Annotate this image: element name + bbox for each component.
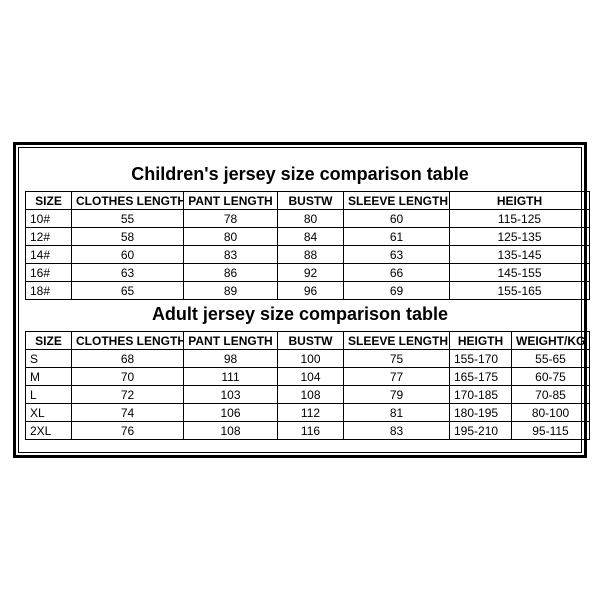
cell: 155-165 [450, 282, 590, 300]
cell: 92 [278, 264, 344, 282]
cell: 14# [26, 246, 72, 264]
cell: S [26, 350, 72, 368]
children-header-row: SIZE CLOTHES LENGTH PANT LENGTH BUSTW SL… [26, 192, 590, 210]
cell: 115-125 [450, 210, 590, 228]
cell: 16# [26, 264, 72, 282]
children-col-pant: PANT LENGTH [184, 192, 278, 210]
cell: 86 [184, 264, 278, 282]
cell: 165-175 [450, 368, 512, 386]
cell: XL [26, 404, 72, 422]
cell: 60 [344, 210, 450, 228]
cell: 111 [184, 368, 278, 386]
cell: 75 [344, 350, 450, 368]
cell: 66 [344, 264, 450, 282]
cell: 65 [72, 282, 184, 300]
cell: 88 [278, 246, 344, 264]
table-row: L 72 103 108 79 170-185 70-85 [26, 386, 590, 404]
cell: 112 [278, 404, 344, 422]
cell: 108 [184, 422, 278, 440]
cell: 180-195 [450, 404, 512, 422]
table-row: 12# 58 80 84 61 125-135 [26, 228, 590, 246]
cell: 125-135 [450, 228, 590, 246]
cell: 96 [278, 282, 344, 300]
children-col-size: SIZE [26, 192, 72, 210]
cell: 80-100 [512, 404, 590, 422]
cell: 70-85 [512, 386, 590, 404]
cell: 135-145 [450, 246, 590, 264]
cell: 10# [26, 210, 72, 228]
cell: 61 [344, 228, 450, 246]
cell: 63 [344, 246, 450, 264]
cell: 55-65 [512, 350, 590, 368]
cell: 76 [72, 422, 184, 440]
adult-header-row: SIZE CLOTHES LENGTH PANT LENGTH BUSTW SL… [26, 332, 590, 350]
adult-col-pant: PANT LENGTH [184, 332, 278, 350]
cell: 58 [72, 228, 184, 246]
table-row: 14# 60 83 88 63 135-145 [26, 246, 590, 264]
inner-frame: Children's jersey size comparison table … [18, 147, 582, 453]
children-table-title: Children's jersey size comparison table [25, 160, 575, 191]
cell: 81 [344, 404, 450, 422]
cell: 18# [26, 282, 72, 300]
adult-col-bust: BUSTW [278, 332, 344, 350]
cell: 60 [72, 246, 184, 264]
cell: 74 [72, 404, 184, 422]
cell: 72 [72, 386, 184, 404]
cell: 145-155 [450, 264, 590, 282]
table-row: S 68 98 100 75 155-170 55-65 [26, 350, 590, 368]
adult-col-weight: WEIGHT/KG [512, 332, 590, 350]
cell: 89 [184, 282, 278, 300]
cell: 98 [184, 350, 278, 368]
cell: 70 [72, 368, 184, 386]
cell: 79 [344, 386, 450, 404]
outer-frame: Children's jersey size comparison table … [13, 142, 587, 458]
cell: 100 [278, 350, 344, 368]
table-row: 10# 55 78 80 60 115-125 [26, 210, 590, 228]
cell: 84 [278, 228, 344, 246]
cell: 68 [72, 350, 184, 368]
children-col-clothes: CLOTHES LENGTH [72, 192, 184, 210]
cell: 60-75 [512, 368, 590, 386]
table-row: 16# 63 86 92 66 145-155 [26, 264, 590, 282]
cell: 155-170 [450, 350, 512, 368]
cell: L [26, 386, 72, 404]
cell: 103 [184, 386, 278, 404]
cell: 12# [26, 228, 72, 246]
cell: M [26, 368, 72, 386]
cell: 116 [278, 422, 344, 440]
children-col-sleeve: SLEEVE LENGTH [344, 192, 450, 210]
cell: 83 [184, 246, 278, 264]
table-row: XL 74 106 112 81 180-195 80-100 [26, 404, 590, 422]
children-col-height: HEIGTH [450, 192, 590, 210]
cell: 83 [344, 422, 450, 440]
cell: 95-115 [512, 422, 590, 440]
children-col-bust: BUSTW [278, 192, 344, 210]
cell: 80 [184, 228, 278, 246]
cell: 2XL [26, 422, 72, 440]
table-row: M 70 111 104 77 165-175 60-75 [26, 368, 590, 386]
adult-size-table: SIZE CLOTHES LENGTH PANT LENGTH BUSTW SL… [25, 331, 590, 440]
cell: 69 [344, 282, 450, 300]
cell: 104 [278, 368, 344, 386]
adult-col-sleeve: SLEEVE LENGTH [344, 332, 450, 350]
children-size-table: SIZE CLOTHES LENGTH PANT LENGTH BUSTW SL… [25, 191, 590, 300]
cell: 78 [184, 210, 278, 228]
children-tbody: 10# 55 78 80 60 115-125 12# 58 80 84 61 … [26, 210, 590, 300]
adult-tbody: S 68 98 100 75 155-170 55-65 M 70 111 10… [26, 350, 590, 440]
cell: 170-185 [450, 386, 512, 404]
adult-col-height: HEIGTH [450, 332, 512, 350]
cell: 80 [278, 210, 344, 228]
adult-table-title: Adult jersey size comparison table [25, 300, 575, 331]
cell: 77 [344, 368, 450, 386]
table-row: 2XL 76 108 116 83 195-210 95-115 [26, 422, 590, 440]
table-row: 18# 65 89 96 69 155-165 [26, 282, 590, 300]
adult-col-size: SIZE [26, 332, 72, 350]
cell: 55 [72, 210, 184, 228]
cell: 195-210 [450, 422, 512, 440]
cell: 108 [278, 386, 344, 404]
cell: 106 [184, 404, 278, 422]
adult-col-clothes: CLOTHES LENGTH [72, 332, 184, 350]
cell: 63 [72, 264, 184, 282]
